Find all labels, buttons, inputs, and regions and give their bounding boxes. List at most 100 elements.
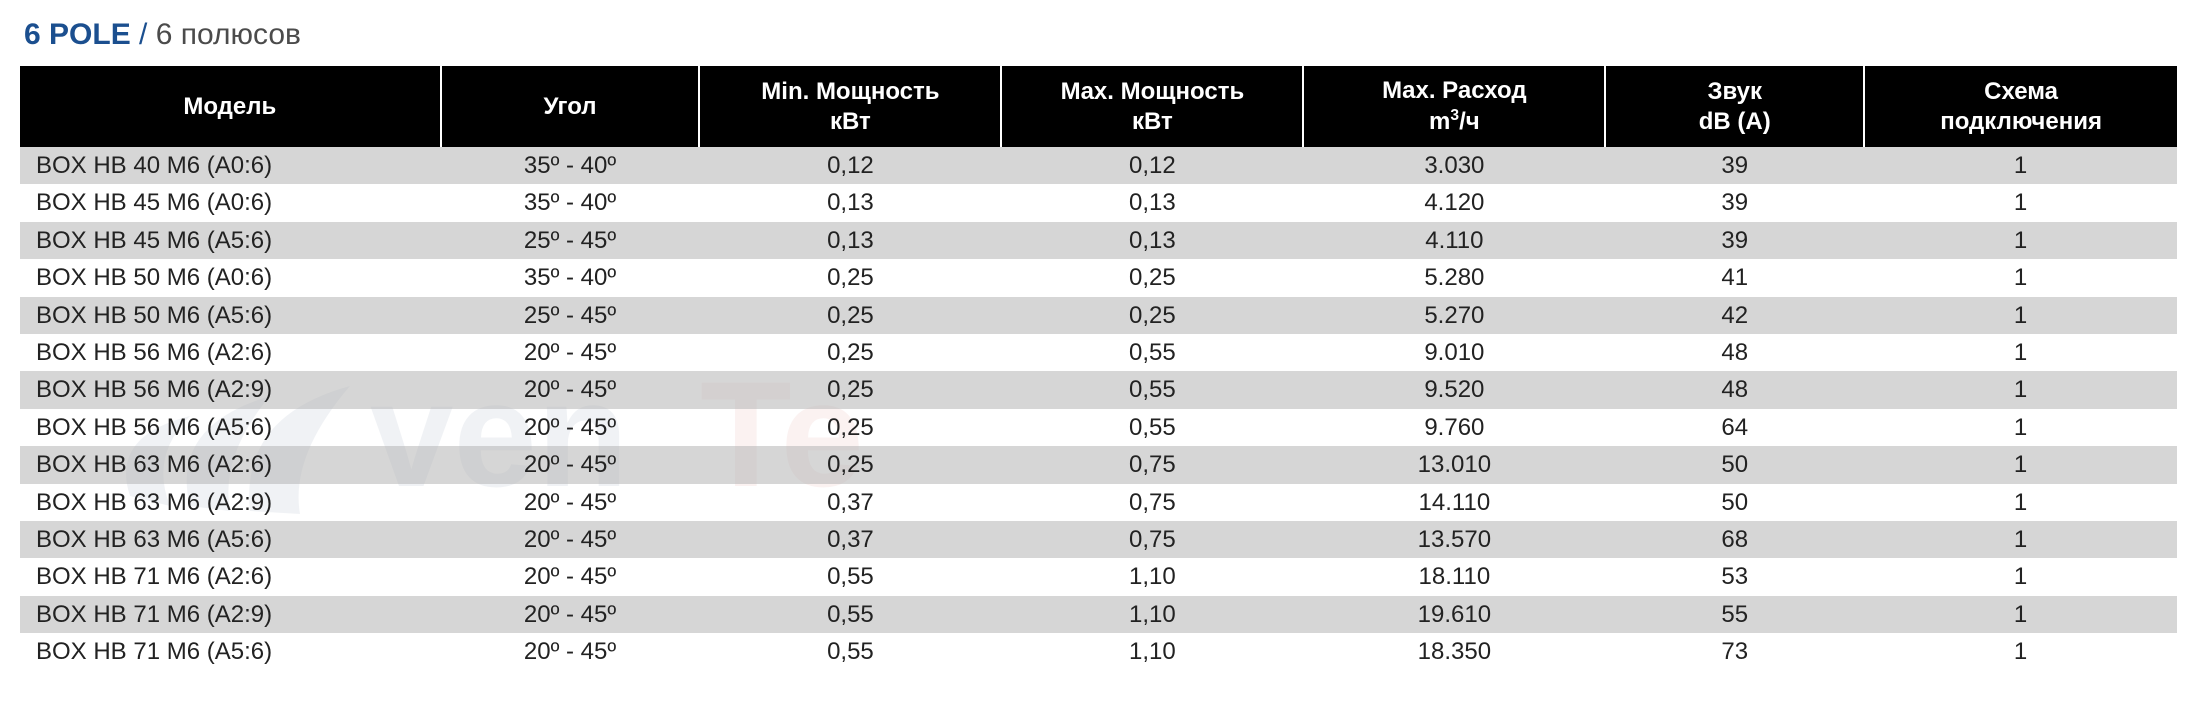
scheme-cell: 1 [1864, 521, 2177, 558]
sound-cell: 48 [1605, 334, 1864, 371]
col-header-label: Схема [1984, 78, 2058, 105]
model-cell: BOX HB 40 M6 (A0:6) [20, 147, 441, 184]
max-power-cell: 0,13 [1001, 222, 1303, 259]
max-flow-cell: 19.610 [1303, 596, 1605, 633]
min-power-cell: 0,37 [699, 521, 1001, 558]
min-power-cell: 0,37 [699, 484, 1001, 521]
table-row: BOX HB 45 M6 (A5:6)25º - 45º0,130,134.11… [20, 222, 2177, 259]
max-power-cell: 1,10 [1001, 558, 1303, 595]
sound-cell: 68 [1605, 521, 1864, 558]
table-row: BOX HB 63 M6 (A2:6)20º - 45º0,250,7513.0… [20, 446, 2177, 483]
col-header-label: Min. Мощность [761, 78, 939, 105]
angle-cell: 20º - 45º [441, 446, 700, 483]
min-power-cell: 0,55 [699, 633, 1001, 670]
col-header-model: Модель [20, 66, 441, 147]
max-flow-cell: 5.270 [1303, 297, 1605, 334]
max-flow-cell: 9.520 [1303, 371, 1605, 408]
min-power-cell: 0,13 [699, 184, 1001, 221]
scheme-cell: 1 [1864, 633, 2177, 670]
scheme-cell: 1 [1864, 259, 2177, 296]
sound-cell: 53 [1605, 558, 1864, 595]
sound-cell: 42 [1605, 297, 1864, 334]
sound-cell: 50 [1605, 446, 1864, 483]
col-header-scheme: Схема подключения [1864, 66, 2177, 147]
max-power-cell: 0,25 [1001, 297, 1303, 334]
col-header-label-2: dB (A) [1699, 108, 1771, 135]
scheme-cell: 1 [1864, 596, 2177, 633]
scheme-cell: 1 [1864, 222, 2177, 259]
sound-cell: 73 [1605, 633, 1864, 670]
max-flow-cell: 4.110 [1303, 222, 1605, 259]
min-power-cell: 0,25 [699, 259, 1001, 296]
angle-cell: 20º - 45º [441, 334, 700, 371]
col-header-label-2: m3/ч [1429, 108, 1480, 135]
max-power-cell: 0,75 [1001, 446, 1303, 483]
col-header-label: Max. Расход [1382, 77, 1526, 104]
model-cell: BOX HB 71 M6 (A2:6) [20, 558, 441, 595]
scheme-cell: 1 [1864, 558, 2177, 595]
scheme-cell: 1 [1864, 446, 2177, 483]
col-header-max-flow: Max. Расход m3/ч [1303, 66, 1605, 147]
col-header-label-2: кВт [1132, 108, 1173, 135]
sound-cell: 41 [1605, 259, 1864, 296]
table-wrap: ven Te Модель Угол Min. Мощность кВт Max [20, 66, 2177, 670]
col-header-label: Звук [1707, 78, 1762, 105]
table-row: BOX HB 45 M6 (A0:6)35º - 40º0,130,134.12… [20, 184, 2177, 221]
table-row: BOX HB 71 M6 (A5:6)20º - 45º0,551,1018.3… [20, 633, 2177, 670]
col-header-label: Угол [544, 93, 597, 120]
table-body: BOX HB 40 M6 (A0:6)35º - 40º0,120,123.03… [20, 147, 2177, 670]
scheme-cell: 1 [1864, 334, 2177, 371]
angle-cell: 20º - 45º [441, 521, 700, 558]
max-power-cell: 0,12 [1001, 147, 1303, 184]
max-flow-cell: 13.570 [1303, 521, 1605, 558]
model-cell: BOX HB 71 M6 (A5:6) [20, 633, 441, 670]
sound-cell: 39 [1605, 222, 1864, 259]
col-header-sound: Звук dB (A) [1605, 66, 1864, 147]
max-power-cell: 0,75 [1001, 521, 1303, 558]
col-header-max-power: Max. Мощность кВт [1001, 66, 1303, 147]
table-row: BOX HB 50 M6 (A5:6)25º - 45º0,250,255.27… [20, 297, 2177, 334]
sound-cell: 55 [1605, 596, 1864, 633]
model-cell: BOX HB 45 M6 (A0:6) [20, 184, 441, 221]
angle-cell: 25º - 45º [441, 297, 700, 334]
table-row: BOX HB 71 M6 (A2:9)20º - 45º0,551,1019.6… [20, 596, 2177, 633]
scheme-cell: 1 [1864, 184, 2177, 221]
table-row: BOX HB 56 M6 (A2:6)20º - 45º0,250,559.01… [20, 334, 2177, 371]
min-power-cell: 0,12 [699, 147, 1001, 184]
angle-cell: 20º - 45º [441, 484, 700, 521]
model-cell: BOX HB 56 M6 (A2:6) [20, 334, 441, 371]
scheme-cell: 1 [1864, 297, 2177, 334]
max-flow-cell: 18.350 [1303, 633, 1605, 670]
model-cell: BOX HB 63 M6 (A5:6) [20, 521, 441, 558]
scheme-cell: 1 [1864, 409, 2177, 446]
angle-cell: 20º - 45º [441, 633, 700, 670]
model-cell: BOX HB 45 M6 (A5:6) [20, 222, 441, 259]
max-power-cell: 0,13 [1001, 184, 1303, 221]
max-power-cell: 0,55 [1001, 409, 1303, 446]
col-header-label-2: подключения [1940, 108, 2102, 135]
table-row: BOX HB 63 M6 (A2:9)20º - 45º0,370,7514.1… [20, 484, 2177, 521]
table-row: BOX HB 56 M6 (A2:9)20º - 45º0,250,559.52… [20, 371, 2177, 408]
heading-bold: 6 POLE [24, 18, 131, 51]
col-header-min-power: Min. Мощность кВт [699, 66, 1001, 147]
min-power-cell: 0,25 [699, 446, 1001, 483]
table-row: BOX HB 50 M6 (A0:6)35º - 40º0,250,255.28… [20, 259, 2177, 296]
angle-cell: 25º - 45º [441, 222, 700, 259]
col-header-angle: Угол [441, 66, 700, 147]
max-flow-cell: 4.120 [1303, 184, 1605, 221]
table-row: BOX HB 63 M6 (A5:6)20º - 45º0,370,7513.5… [20, 521, 2177, 558]
model-cell: BOX HB 71 M6 (A2:9) [20, 596, 441, 633]
max-power-cell: 0,75 [1001, 484, 1303, 521]
scheme-cell: 1 [1864, 484, 2177, 521]
sound-cell: 48 [1605, 371, 1864, 408]
max-flow-cell: 14.110 [1303, 484, 1605, 521]
max-flow-cell: 9.760 [1303, 409, 1605, 446]
angle-cell: 35º - 40º [441, 259, 700, 296]
table-row: BOX HB 56 M6 (A5:6)20º - 45º0,250,559.76… [20, 409, 2177, 446]
spec-table: Модель Угол Min. Мощность кВт Max. Мощно… [20, 66, 2177, 670]
col-header-label: Модель [183, 93, 276, 120]
scheme-cell: 1 [1864, 371, 2177, 408]
model-cell: BOX HB 50 M6 (A0:6) [20, 259, 441, 296]
model-cell: BOX HB 56 M6 (A2:9) [20, 371, 441, 408]
angle-cell: 35º - 40º [441, 184, 700, 221]
